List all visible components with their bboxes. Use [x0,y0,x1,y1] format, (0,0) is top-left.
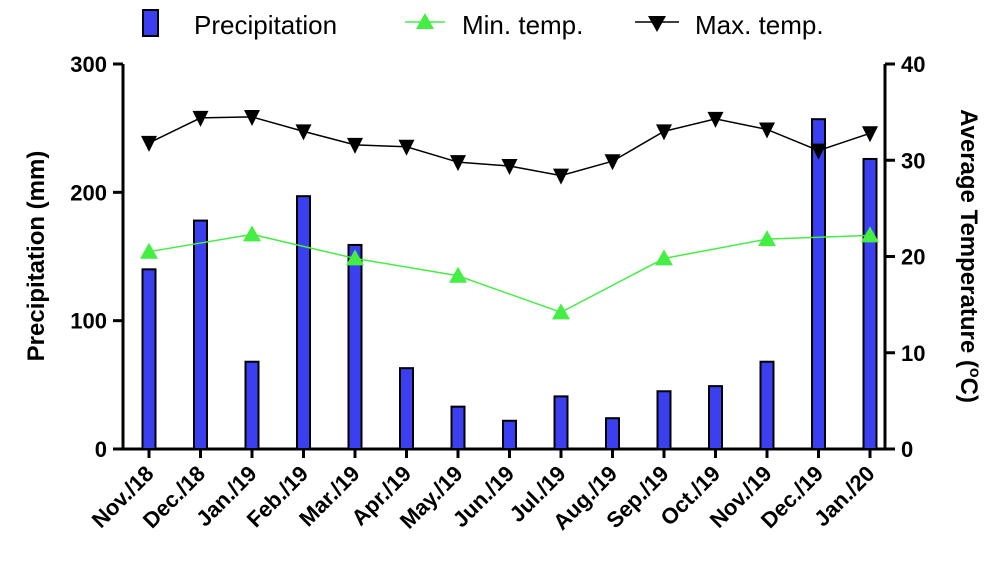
y-left-tick-label: 300 [70,52,107,77]
max-temp-marker [398,139,415,156]
precipitation-bar [244,360,260,451]
max-temp-marker [707,111,724,128]
y-axis-right-ticks: 0 10 20 30 40 [885,52,925,462]
max-temp-marker [501,159,518,176]
min-temp-marker [140,242,158,259]
x-axis-ticks: Nov./18Dec./18Jan./19Feb./19Mar./19Apr./… [87,449,880,535]
precipitation-bar [708,385,723,451]
min-temp-marker [346,249,364,266]
min-temp-marker [758,230,776,247]
y-right-tick-label: 10 [901,341,925,366]
precipitation-bar [141,268,157,451]
y-right-tick-label: 0 [901,437,913,462]
legend-min-temp-label: Min. temp. [462,10,583,40]
y-axis-left-ticks: 0 100 200 300 [70,52,123,462]
precipitation-bar [759,360,775,451]
max-temp-marker [450,155,466,172]
legend-precipitation-swatch [142,9,159,37]
legend-precipitation-label: Precipitation [194,10,337,40]
precipitation-bar [605,417,620,451]
legend: Precipitation Min. temp. Max. temp. [142,9,824,40]
y-right-tick-label: 40 [901,52,925,77]
legend-max-temp-label: Max. temp. [695,10,824,40]
max-temp-marker [604,154,621,171]
precipitation-bar [193,219,208,450]
max-temp-marker [295,124,312,141]
y-axis-right-title: Average Temperature (oC) [955,109,983,403]
y-left-tick-label: 100 [70,309,107,334]
precipitation-bar [862,157,878,450]
max-temp-marker [244,109,260,126]
min-temp-marker [243,225,261,242]
min-temp-marker [861,226,879,243]
y-right-tick-label: 30 [901,148,925,173]
max-temp-marker [347,137,363,154]
precipitation-bar [811,118,826,451]
max-temp-marker [810,143,827,160]
max-temp-marker [553,168,569,185]
max-temp-marker [141,135,157,152]
y-left-tick-label: 0 [95,437,107,462]
y-left-tick-label: 200 [70,180,107,205]
precipitation-bar [347,243,363,450]
precipitation-bar [656,390,672,450]
max-temp-marker [862,126,878,143]
min-temp-line [148,233,871,314]
max-temp-marker [192,110,209,127]
min-temp-marker [449,266,467,283]
precipitation-bar [553,395,569,450]
max-temp-series [141,109,878,185]
precipitation-bar [399,367,414,450]
legend-min-temp-marker [416,13,434,29]
precipitation-bar [296,195,311,450]
y-axis-left-title: Precipitation (mm) [23,151,50,362]
y-right-tick-label: 20 [901,245,925,270]
precipitation-bar [502,419,517,450]
min-temp-marker [655,249,673,266]
max-temp-marker [656,124,672,141]
min-temp-series [140,225,879,320]
min-temp-marker [552,303,570,320]
legend-max-temp-marker [648,16,666,32]
precipitation-bar [450,405,466,450]
max-temp-marker [759,122,775,139]
